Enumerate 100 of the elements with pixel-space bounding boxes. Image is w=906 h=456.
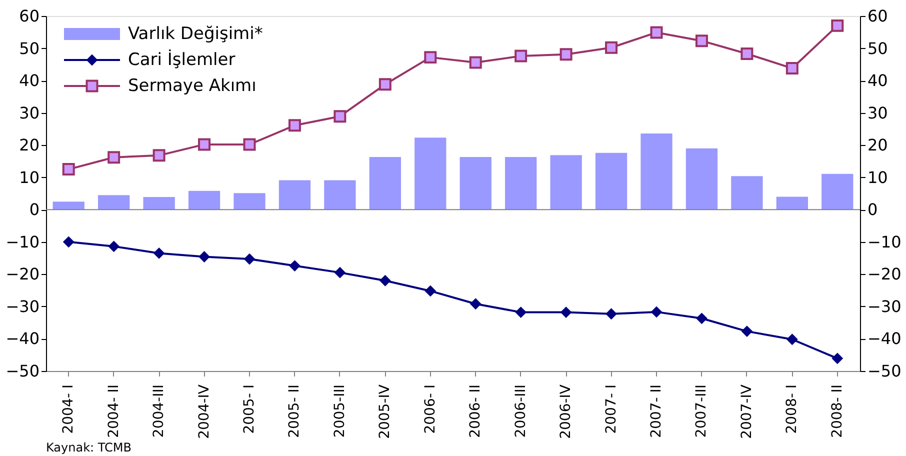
bar (822, 174, 854, 210)
y-tick-label: 40 (19, 71, 40, 90)
y-tick-label: −10 (6, 232, 40, 252)
y-tick-label: 10 (19, 168, 40, 187)
bar (143, 197, 175, 210)
point (560, 48, 572, 61)
y2-tick-label: 0 (868, 200, 878, 220)
point (243, 138, 256, 151)
bar (505, 157, 537, 210)
point (831, 19, 844, 32)
x-tick-label: 2006- I (422, 384, 438, 434)
point (334, 266, 346, 278)
x-tick-label: 2006-IV (558, 384, 574, 439)
x-tick-label: 2005-III (332, 384, 348, 438)
y-tick-label: 30 (19, 103, 40, 122)
bar (460, 157, 492, 210)
point (786, 334, 798, 346)
y2-tick-label: −30 (868, 296, 902, 316)
x-tick-label: 2006-III (512, 384, 529, 438)
bar (550, 155, 582, 210)
point (152, 149, 166, 162)
bar (369, 157, 401, 210)
point (695, 34, 708, 48)
y-tick-label: 50 (19, 38, 40, 58)
bar (731, 176, 763, 210)
x-tick-label: 2006- II (468, 384, 484, 438)
legend-label: Cari İşlemler (128, 49, 236, 70)
bar (278, 180, 311, 210)
point (605, 41, 618, 54)
x-tick-label: 2007- I (603, 384, 620, 434)
y2-tick-label: −10 (868, 232, 902, 252)
y-tick-label: −40 (6, 329, 40, 348)
bar (414, 138, 446, 210)
y-tick-label: 60 (19, 6, 40, 26)
x-tick-label: 2004- I (60, 384, 77, 434)
point (288, 119, 301, 132)
point (832, 352, 844, 364)
bar (686, 148, 718, 210)
y2-tick-label: 60 (868, 6, 888, 26)
point (560, 306, 572, 318)
x-tick-label: 2005-IV (377, 384, 394, 439)
x-tick-label: 2004- II (106, 384, 122, 438)
point (786, 62, 798, 75)
text: Kaynak: TCMB (46, 440, 132, 454)
bar (776, 196, 808, 210)
point (424, 51, 437, 64)
point (108, 240, 120, 252)
x-tick-label: 2007- II (648, 384, 664, 438)
point (108, 151, 120, 164)
point (740, 48, 754, 60)
bar (188, 190, 220, 210)
point (469, 56, 482, 69)
y2-tick-label: 50 (868, 38, 888, 58)
point (606, 308, 617, 320)
point (378, 78, 392, 91)
point (62, 236, 74, 248)
point (62, 163, 75, 176)
y2-tick-label: 20 (868, 136, 888, 155)
y2-tick-label: 40 (868, 71, 888, 90)
point (289, 260, 300, 272)
bar (234, 193, 266, 210)
y-tick-label: −20 (6, 264, 40, 284)
x-tick-label: 2008- I (784, 384, 800, 434)
point (424, 285, 436, 297)
y-tick-label: −50 (6, 362, 40, 380)
x-tick-label: 2004-IV (196, 384, 212, 439)
point (334, 110, 346, 123)
x-tick-label: 2007-III (694, 384, 710, 438)
x-tick-label: 2004-III (151, 384, 168, 438)
bar (595, 152, 628, 210)
y2-tick-label: −20 (868, 264, 902, 284)
y-tick-label: 20 (19, 136, 40, 155)
x-tick-label: 2007-IV (738, 384, 755, 439)
y-tick-label: −30 (6, 296, 40, 316)
bar (98, 195, 130, 210)
y2-tick-label: −50 (868, 362, 902, 380)
y2-tick-label: 10 (868, 168, 888, 187)
point (650, 306, 662, 318)
point (741, 326, 753, 338)
legend-label: Varlık Değişimi* (128, 24, 263, 44)
point (515, 306, 527, 318)
legend-label: Sermaye Akımı (128, 76, 256, 96)
x-tick-label: 2008- II (829, 384, 846, 438)
point (153, 248, 165, 259)
point (650, 26, 663, 39)
y2-tick-label: −40 (868, 329, 902, 348)
point (379, 274, 391, 286)
y-tick-label: 0 (29, 200, 40, 220)
x-tick-label: 2005- I (242, 384, 258, 434)
bar (52, 202, 84, 210)
point (198, 138, 211, 151)
point (514, 50, 528, 62)
point (696, 312, 708, 324)
bar (640, 133, 672, 210)
point (244, 253, 256, 265)
y2-tick-label: 30 (868, 103, 888, 122)
point (198, 251, 210, 262)
x-tick-label: 2005- II (286, 384, 303, 438)
point (470, 298, 482, 310)
bar (324, 180, 356, 210)
